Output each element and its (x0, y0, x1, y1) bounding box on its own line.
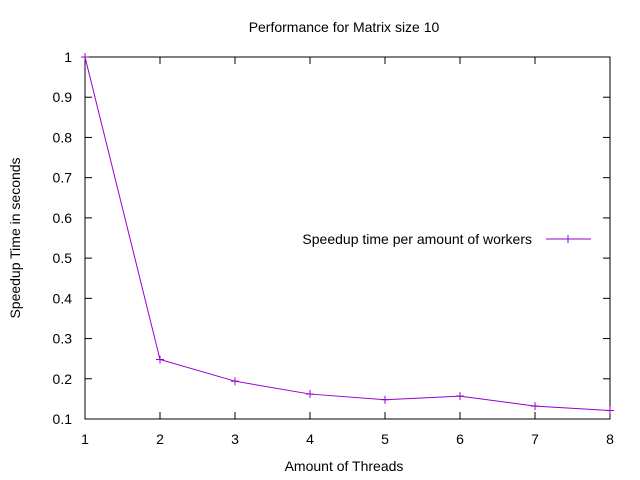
y-tick-label: 0.3 (53, 331, 73, 347)
data-point-marker (606, 406, 614, 415)
x-tick-label: 4 (306, 431, 314, 447)
x-tick-labels: 1 2 3 4 5 6 7 8 (81, 431, 614, 447)
x-tick-label: 6 (456, 431, 464, 447)
data-point-marker (456, 392, 464, 401)
y-tick-label: 0.5 (53, 250, 73, 266)
legend-marker-plus-icon (564, 235, 572, 243)
x-tick-label: 2 (156, 431, 164, 447)
y-tick-label: 0.2 (53, 371, 73, 387)
chart-title: Performance for Matrix size 10 (249, 19, 440, 35)
data-point-marker (531, 402, 539, 411)
data-point-marker (81, 53, 89, 61)
y-tick-label: 0.4 (53, 290, 73, 306)
x-tick-label: 3 (231, 431, 239, 447)
x-tick-label: 7 (531, 431, 539, 447)
y-tick-label: 0.8 (53, 129, 73, 145)
x-tick-label: 5 (381, 431, 389, 447)
y-tick-label: 0.9 (53, 89, 73, 105)
y-tick-label: 0.1 (53, 411, 73, 427)
x-axis-label: Amount of Threads (285, 458, 404, 474)
data-point-marker (156, 355, 164, 364)
y-tick-label: 1 (64, 49, 72, 65)
data-point-marker (231, 377, 239, 386)
y-axis-label: Speedup Time in seconds (7, 157, 23, 318)
x-tick-label: 8 (606, 431, 614, 447)
legend-label: Speedup time per amount of workers (302, 231, 532, 247)
y-tick-label: 0.6 (53, 210, 73, 226)
y-tick-label: 0.7 (53, 170, 73, 186)
x-tick-label: 1 (81, 431, 89, 447)
plot-frame (84, 56, 611, 420)
data-point-marker (306, 390, 314, 399)
series-line (84, 56, 611, 412)
series-layer (81, 53, 614, 415)
legend: Speedup time per amount of workers (302, 231, 591, 247)
y-tick-labels: 0.1 0.2 0.3 0.4 0.5 0.6 0.7 0.8 0.9 1 (53, 49, 73, 427)
data-point-marker (381, 395, 389, 404)
axis-ticks (84, 56, 611, 420)
